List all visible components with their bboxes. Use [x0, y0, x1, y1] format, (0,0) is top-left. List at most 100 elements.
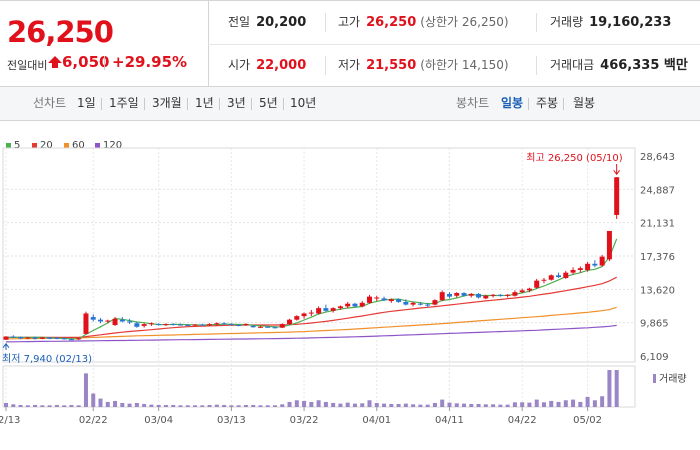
quote-panel: 26,250 전일대비 6,050 +29.95% 전일 20,200 고가 26,…	[0, 0, 700, 87]
y-tick-label: 21,131	[640, 219, 675, 230]
period-3y[interactable]: 3년	[227, 96, 246, 110]
x-tick-label: 04/01	[362, 415, 391, 426]
x-tick-label: 04/11	[435, 415, 464, 426]
max-annotation: 최고 26,250 (05/10)	[526, 152, 622, 164]
legend-ma60: 60	[64, 140, 85, 151]
candle-body	[192, 324, 198, 326]
candle-body	[207, 324, 213, 326]
candle-body	[541, 279, 547, 281]
volume-bar	[142, 403, 147, 407]
period-1d[interactable]: 1일	[77, 96, 96, 110]
quote-row: 시가 22,000 저가 21,550 (하한가 14,150) 거래대금 466,33…	[208, 44, 700, 87]
candle-body	[606, 230, 612, 260]
volume-bar	[592, 400, 597, 407]
volume-bar	[578, 401, 583, 407]
candle-body	[497, 294, 503, 296]
low-price: 저가 21,550 (하한가 14,150)	[338, 58, 509, 73]
candle-body	[526, 288, 532, 291]
volume-bar	[258, 405, 263, 407]
divider	[536, 56, 537, 75]
candle-body	[323, 308, 329, 311]
legend-ma120: 120	[95, 140, 122, 151]
volume-bar	[265, 405, 270, 407]
candle-body	[199, 324, 205, 326]
candle-body	[483, 295, 489, 299]
candle-body	[570, 269, 576, 273]
volume-bar	[287, 401, 292, 407]
volume-bar	[440, 399, 445, 407]
volume-bar	[411, 404, 416, 407]
volume-bar	[113, 400, 118, 407]
volume-bar	[207, 404, 212, 407]
candle-body	[228, 324, 234, 326]
candle-body	[374, 297, 380, 299]
volume-bar	[91, 393, 96, 407]
candle-body	[90, 317, 96, 320]
x-tick-label: 02/13	[0, 415, 20, 426]
volume-bar	[462, 403, 467, 407]
candle-body	[39, 337, 45, 339]
trade-amount: 거래대금 466,335 백만	[550, 58, 688, 73]
volume-bar	[309, 401, 314, 407]
volume-bar	[367, 400, 372, 407]
period-3m[interactable]: 3개월	[152, 96, 182, 110]
volume-bar	[534, 399, 539, 407]
volume-bar	[447, 402, 452, 407]
volume-bar	[360, 403, 365, 407]
volume-bar	[178, 405, 183, 407]
candle-body	[3, 336, 9, 340]
volume-bar	[556, 401, 561, 407]
candle-body	[308, 312, 314, 314]
volume-bar	[40, 405, 45, 407]
prev-close: 전일 20,200	[228, 15, 307, 30]
volume-bar	[18, 404, 23, 407]
volume-bar	[491, 404, 496, 407]
candle-body	[185, 325, 191, 327]
legend-ma20: 20	[32, 140, 53, 151]
divider	[251, 98, 252, 110]
candle-body	[105, 320, 111, 322]
period-5y[interactable]: 5년	[259, 96, 278, 110]
candle-body	[316, 308, 322, 314]
volume-bar	[185, 405, 190, 407]
candle-body	[337, 306, 343, 309]
candle-body	[388, 299, 394, 302]
candle-body	[519, 290, 525, 293]
candle-body	[134, 323, 140, 327]
volume-bar	[302, 400, 307, 407]
period-1w[interactable]: 1주일	[109, 96, 139, 110]
period-10y[interactable]: 10년	[290, 96, 317, 110]
volume-bar	[4, 402, 8, 407]
candle-body	[177, 324, 183, 326]
y-tick-label: 28,643	[640, 152, 675, 163]
x-tick-label: 03/04	[144, 415, 173, 426]
volume-bar	[156, 404, 161, 407]
candle-body	[468, 293, 474, 296]
candle-body	[127, 321, 133, 323]
x-tick-label: 03/13	[217, 415, 246, 426]
x-tick-label: 03/22	[290, 415, 319, 426]
period-1y[interactable]: 1년	[195, 96, 214, 110]
candle-body	[287, 319, 293, 325]
volume-bar	[527, 402, 532, 407]
period-weekly[interactable]: 주봉	[536, 96, 559, 110]
volume-bar	[614, 370, 619, 407]
candle-body	[403, 301, 409, 305]
volume-bar	[83, 373, 88, 407]
volume-bar	[294, 400, 299, 407]
volume-bar	[47, 405, 52, 407]
candle-body	[381, 298, 387, 301]
period-monthly[interactable]: 월봉	[573, 96, 596, 110]
volume-bar	[323, 401, 328, 407]
candle-body	[10, 336, 16, 338]
volume-bar	[454, 403, 459, 407]
candle-body	[156, 324, 162, 326]
y-tick-label: 13,620	[640, 285, 675, 296]
y-tick-label: 9,865	[640, 319, 669, 330]
candle-body	[446, 293, 452, 297]
candle-body	[476, 293, 482, 298]
period-daily[interactable]: 일봉	[501, 96, 524, 110]
volume: 거래량 19,160,233	[550, 15, 672, 30]
volume-legend-swatch	[653, 374, 656, 383]
